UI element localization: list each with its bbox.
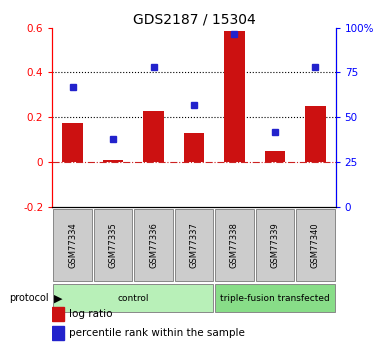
- Bar: [175, 208, 213, 282]
- Text: log ratio: log ratio: [69, 309, 113, 319]
- Bar: [305, 106, 326, 162]
- Text: GSM77334: GSM77334: [68, 222, 77, 268]
- Text: percentile rank within the sample: percentile rank within the sample: [69, 328, 245, 338]
- Text: GSM77340: GSM77340: [311, 222, 320, 268]
- Bar: [52, 326, 64, 339]
- Text: GSM77339: GSM77339: [270, 222, 279, 268]
- Text: triple-fusion transfected: triple-fusion transfected: [220, 294, 330, 303]
- Title: GDS2187 / 15304: GDS2187 / 15304: [133, 12, 255, 27]
- Bar: [215, 208, 254, 282]
- Bar: [144, 110, 164, 162]
- Bar: [53, 284, 213, 313]
- Bar: [94, 208, 132, 282]
- Bar: [296, 208, 335, 282]
- Text: protocol: protocol: [9, 294, 48, 303]
- Bar: [53, 208, 92, 282]
- Bar: [184, 133, 204, 162]
- Text: ▶: ▶: [54, 294, 63, 303]
- Text: control: control: [118, 294, 149, 303]
- Bar: [62, 123, 83, 162]
- Bar: [256, 208, 294, 282]
- Bar: [52, 307, 64, 321]
- Bar: [134, 208, 173, 282]
- Bar: [103, 160, 123, 162]
- Bar: [265, 151, 285, 162]
- Bar: [224, 31, 244, 162]
- Text: GSM77335: GSM77335: [109, 222, 118, 268]
- Text: GSM77337: GSM77337: [189, 222, 199, 268]
- Bar: [215, 284, 335, 313]
- Text: GSM77338: GSM77338: [230, 222, 239, 268]
- Text: GSM77336: GSM77336: [149, 222, 158, 268]
